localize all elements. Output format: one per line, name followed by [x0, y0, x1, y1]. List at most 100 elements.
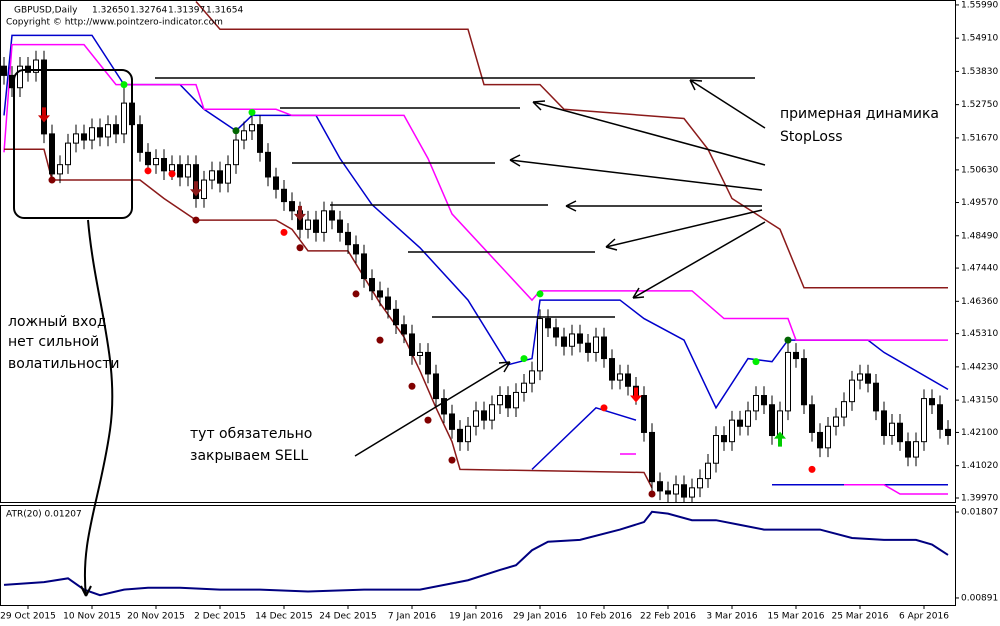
candle-body	[209, 170, 215, 181]
signal-arrow	[774, 431, 786, 447]
indicator-line	[4, 148, 653, 489]
candle-body	[929, 398, 935, 406]
candle-body	[849, 379, 855, 403]
candle-body	[833, 416, 839, 427]
copyright: Copyright © http://www.pointzero-indicat…	[6, 18, 223, 28]
signal-dot	[536, 290, 544, 298]
atr-title: ATR(20) 0.01207	[6, 510, 82, 520]
y-tick-label: 1.46360	[961, 297, 998, 307]
candle-body	[945, 428, 951, 437]
candle-body	[537, 318, 543, 372]
candle-body	[473, 410, 479, 427]
candle-body	[465, 425, 471, 443]
candle-body	[161, 158, 167, 172]
candle-body	[353, 244, 359, 255]
candle-body	[233, 139, 239, 166]
candle-body	[785, 351, 791, 412]
candle-body	[529, 370, 535, 384]
candle-body	[697, 478, 703, 489]
candle-body	[361, 253, 367, 280]
pointer-arrow	[689, 79, 766, 129]
signal-dot	[424, 416, 432, 424]
x-tick-label: 20 Nov 2015	[127, 612, 185, 622]
candle-body	[593, 336, 599, 353]
candle-body	[513, 391, 519, 409]
candle-body	[217, 170, 223, 184]
y-tick-label: 0.01807	[961, 508, 998, 518]
candle-body	[329, 210, 335, 221]
annotations	[13, 69, 766, 597]
y-tick-label: 1.54910	[961, 34, 998, 44]
candle-body	[601, 336, 607, 360]
candle-body	[457, 428, 463, 443]
candle-body	[41, 59, 47, 135]
y-tick-label: 1.41020	[961, 461, 998, 471]
symbol-title: GBPUSD,Daily	[14, 6, 78, 16]
candle-body	[89, 127, 95, 141]
candle-body	[665, 490, 671, 495]
candle-body	[561, 336, 567, 347]
y-tick-label: 1.39970	[961, 493, 998, 503]
candle-body	[729, 419, 735, 443]
candle-body	[641, 395, 647, 433]
candle-body	[241, 130, 247, 141]
candle-body	[617, 373, 623, 381]
y-tick-label: 1.55990	[961, 0, 998, 10]
candle-body	[113, 124, 119, 135]
candle-body	[937, 404, 943, 430]
indicator-line	[195, 1, 948, 289]
candle-body	[57, 164, 63, 175]
atr-plot	[3, 510, 949, 597]
candle-body	[921, 398, 927, 443]
signal-dot	[352, 290, 360, 298]
candle-body	[153, 158, 159, 166]
candle-body	[673, 484, 679, 495]
candle-body	[345, 231, 351, 246]
candle-body	[705, 462, 711, 480]
pointer-arrow	[509, 154, 763, 191]
y-tick-label: 1.45310	[961, 329, 998, 339]
signal-dot	[280, 228, 288, 236]
ohlc-open: 1.32650	[92, 6, 129, 16]
signal-dot	[232, 127, 240, 135]
signal-dot	[752, 358, 760, 366]
candle-body	[425, 351, 431, 375]
candle-body	[97, 127, 103, 138]
candle-body	[137, 124, 143, 153]
candle-body	[121, 102, 127, 135]
y-tick-label: 1.51670	[961, 133, 998, 143]
candle-body	[817, 431, 823, 449]
x-tick-label: 6 Apr 2016	[899, 612, 949, 622]
candle-body	[657, 481, 663, 492]
candle-body	[257, 124, 263, 153]
indicator-line	[3, 34, 949, 410]
candle-body	[145, 151, 151, 166]
signal-dot	[520, 355, 528, 363]
candle-body	[305, 219, 311, 230]
annotation: волатильности	[8, 356, 119, 372]
annotation: тут обязательно	[190, 426, 312, 442]
x-tick-label: 19 Jan 2016	[449, 612, 503, 622]
candle-body	[81, 133, 87, 141]
candle-body	[841, 401, 847, 418]
x-tick-label: 22 Feb 2016	[640, 612, 696, 622]
signal-dot	[600, 404, 608, 412]
candle-body	[393, 308, 399, 326]
candle-body	[545, 318, 551, 329]
x-tick-label: 24 Dec 2015	[319, 612, 377, 622]
candle-body	[441, 398, 447, 415]
y-tick-label: 1.50630	[961, 165, 998, 175]
candle-body	[273, 176, 279, 190]
main-frame	[0, 0, 956, 503]
candle-body	[169, 164, 175, 172]
x-tick-label: 2 Dec 2015	[194, 612, 246, 622]
candle-body	[577, 333, 583, 344]
x-tick-label: 25 Mar 2016	[831, 612, 888, 622]
annotation: ложный вход	[8, 314, 107, 330]
candle-body	[753, 395, 759, 412]
candle-body	[569, 333, 575, 347]
candle-body	[649, 431, 655, 483]
y-tick-label: 1.42100	[961, 428, 998, 438]
indicator-line	[3, 510, 949, 597]
signal-arrow	[190, 181, 202, 197]
